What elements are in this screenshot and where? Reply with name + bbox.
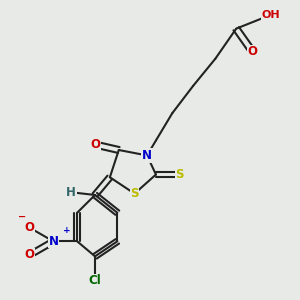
Text: N: N (48, 235, 59, 248)
Text: S: S (176, 168, 184, 181)
Text: O: O (90, 138, 100, 151)
Text: O: O (248, 45, 257, 58)
Text: S: S (130, 187, 139, 200)
Text: OH: OH (261, 10, 280, 20)
Text: O: O (25, 221, 34, 234)
Text: H: H (66, 186, 76, 199)
Text: Cl: Cl (88, 274, 101, 287)
Text: −: − (18, 212, 26, 222)
Text: O: O (25, 248, 34, 262)
Text: +: + (63, 226, 70, 235)
Text: N: N (142, 149, 152, 162)
